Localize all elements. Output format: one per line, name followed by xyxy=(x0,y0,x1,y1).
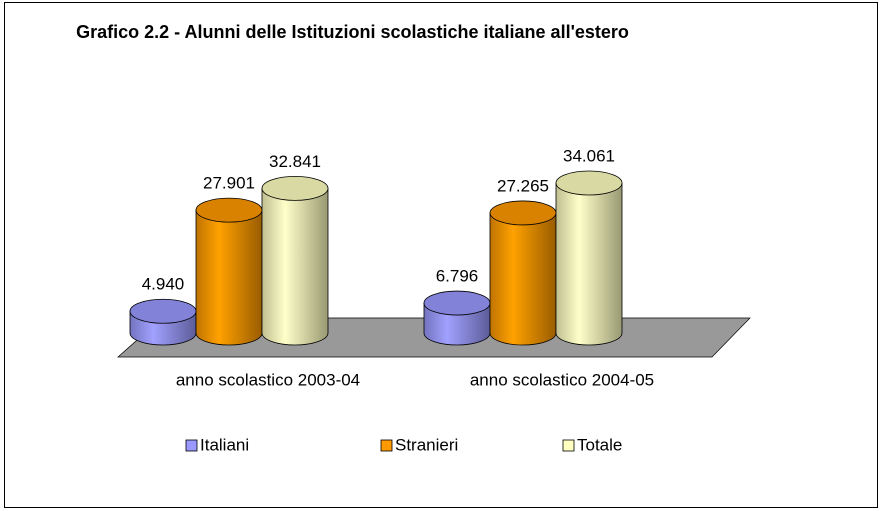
cylinder-top xyxy=(555,170,623,196)
legend-label: Stranieri xyxy=(395,435,458,454)
x-tick-label: anno scolastico 2003-04 xyxy=(176,370,360,389)
cylinder xyxy=(261,187,329,346)
legend-swatch xyxy=(380,439,393,452)
cylinder-top xyxy=(129,298,197,324)
cylinder xyxy=(555,182,623,346)
data-label: 32.841 xyxy=(269,152,321,171)
data-label: 34.061 xyxy=(563,146,615,165)
cylinder-top xyxy=(261,175,329,201)
data-label: 27.901 xyxy=(203,174,255,193)
chart-frame xyxy=(4,2,878,508)
cylinder-top xyxy=(195,197,263,223)
cylinder-top xyxy=(423,290,491,316)
cylinder xyxy=(195,209,263,346)
legend-label: Totale xyxy=(577,435,622,454)
data-label: 4.940 xyxy=(142,275,185,294)
cylinder xyxy=(489,212,557,346)
legend-label: Italiani xyxy=(200,435,249,454)
x-tick-label: anno scolastico 2004-05 xyxy=(470,370,654,389)
data-label: 27.265 xyxy=(497,176,549,195)
chart-title: Grafico 2.2 - Alunni delle Istituzioni s… xyxy=(76,22,629,42)
data-label: 6.796 xyxy=(436,267,479,286)
legend-swatch xyxy=(185,439,198,452)
cylinder-top xyxy=(489,200,557,226)
legend-swatch xyxy=(562,439,575,452)
